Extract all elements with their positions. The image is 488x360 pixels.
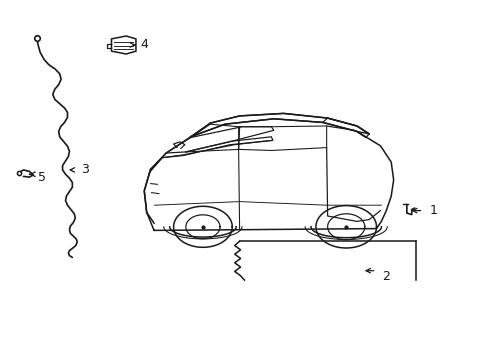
Text: 2: 2	[382, 270, 389, 283]
Text: 5: 5	[38, 171, 46, 184]
Text: 4: 4	[141, 39, 148, 51]
Text: 1: 1	[428, 204, 436, 217]
Text: 3: 3	[81, 163, 88, 176]
